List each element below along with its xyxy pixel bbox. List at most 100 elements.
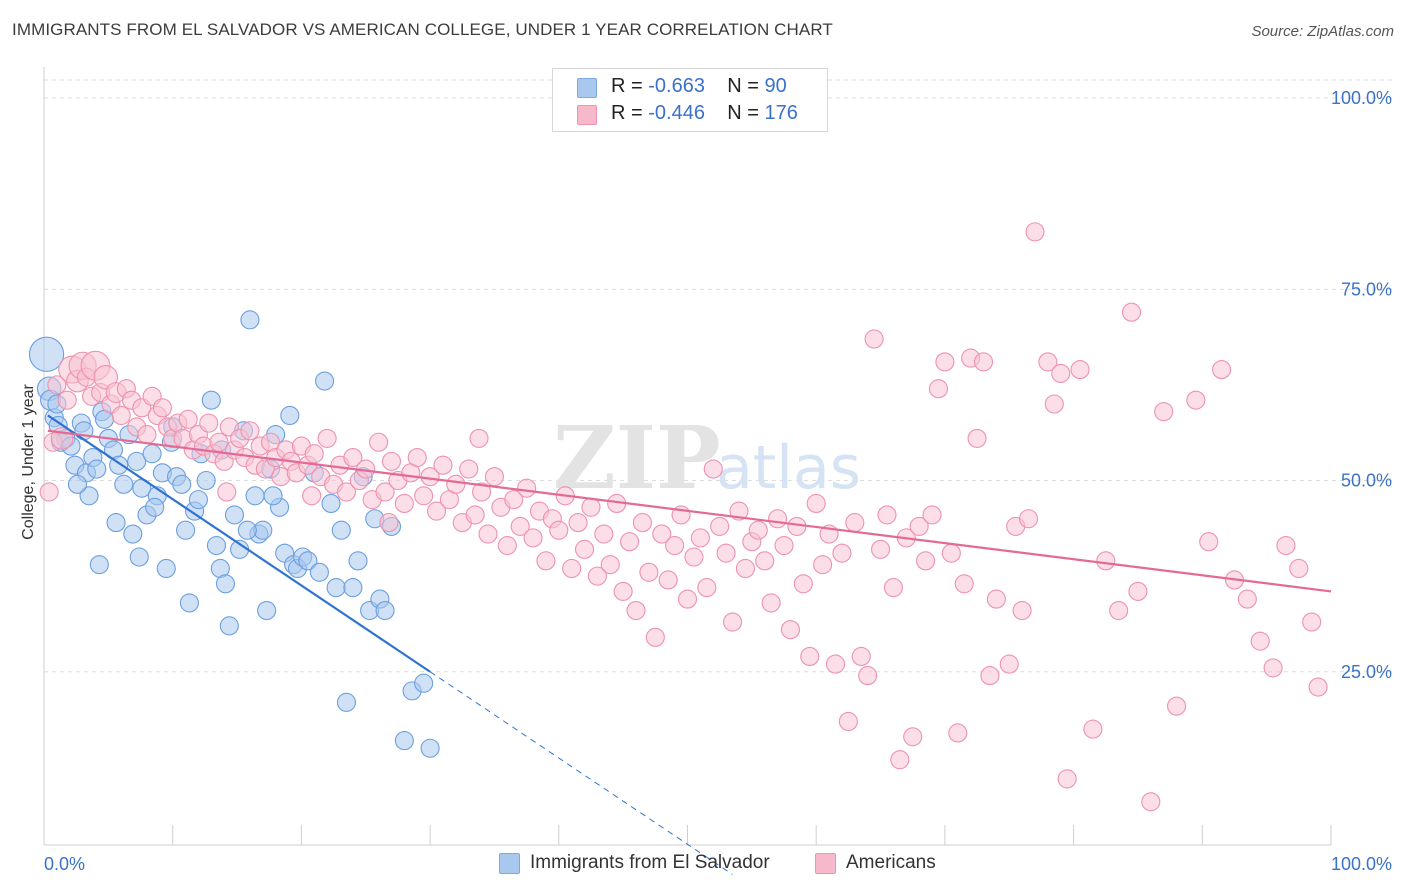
data-point [645,627,665,647]
data-point [703,459,723,479]
data-point [1302,612,1322,632]
data-point [1070,360,1090,380]
data-point [137,425,157,445]
data-point [1057,769,1077,789]
data-point [870,539,891,559]
data-point [484,467,505,487]
data-point [523,528,543,548]
data-point [735,558,755,579]
data-point [864,329,884,349]
pink-swatch [577,105,597,125]
y-tick-label: 100.0% [1331,88,1392,108]
data-point [343,447,363,468]
legend-label: Immigrants from El Salvador [530,852,770,873]
data-point [47,375,67,395]
n-label: N = [727,102,759,124]
data-point [1308,677,1328,697]
data-point [690,528,710,548]
data-point [665,535,685,556]
data-point [581,497,601,517]
data-point [336,692,356,712]
data-point [729,501,749,521]
data-point [1263,658,1283,678]
stats-legend: R = -0.663 N = 90 R = -0.446 N = 176 [552,68,828,132]
data-point [152,398,172,418]
data-point [858,666,878,686]
data-point [1012,600,1032,621]
data-point [263,486,283,506]
data-point [845,513,865,533]
r-value: -0.663 [648,75,705,97]
data-point [504,490,524,510]
blue-swatch [499,853,520,874]
data-point [79,486,99,506]
data-point [755,551,775,571]
data-point [1025,222,1045,242]
data-point [433,455,453,475]
data-point [838,711,858,732]
data-point [632,513,653,533]
data-point [748,520,768,540]
watermark-zip: ZIP [553,408,721,509]
data-point [1276,535,1296,556]
data-point [980,666,1000,686]
data-point [394,493,414,514]
data-point [237,520,257,540]
data-point [999,654,1019,674]
data-point [793,574,813,594]
data-point [129,547,149,567]
axis-labels: 100.0% 75.0% 50.0% 25.0% 0.0% 100.0% College, … [20,88,1392,874]
data-point [922,505,942,525]
data-point [257,600,277,621]
n-label: N = [727,75,759,97]
data-point [315,371,335,391]
data-point [928,379,949,399]
data-point [145,497,165,517]
data-point [1186,390,1206,410]
data-point [206,535,227,556]
data-point [716,543,736,563]
data-point [348,551,368,571]
data-point [245,486,265,506]
data-point [375,482,395,502]
data-point [472,482,492,502]
x-tick-label: 0.0% [44,854,85,874]
data-point [217,482,237,502]
data-point [201,390,221,410]
data-point [1167,696,1187,716]
data-point [620,532,640,552]
data-point [851,646,871,667]
data-point [176,520,196,540]
data-point [1038,352,1058,372]
data-point [562,558,582,579]
data-point [331,520,351,540]
trend-line-extension [429,671,733,875]
data-point [916,551,936,571]
watermark-atlas: atlas [716,433,861,503]
axes [43,67,1332,846]
data-point [536,551,556,571]
data-point [587,566,607,586]
data-point [774,535,794,556]
blue-swatch [577,78,597,98]
data-point [1212,360,1232,380]
r-label: R = [611,75,643,97]
data-point [280,405,300,426]
data-point [832,543,852,563]
data-point [935,352,955,372]
trend-lines [47,414,1332,875]
data-point [219,616,239,636]
data-point [806,493,826,514]
data-point [710,516,730,536]
data-point [658,570,678,590]
data-point [639,562,659,582]
source-label: Source: ZipAtlas.com [1251,23,1394,40]
r-label: R = [611,102,643,124]
y-tick-label: 75.0% [1341,279,1392,299]
data-point [497,535,517,556]
data-point [825,654,846,674]
data-point [1121,302,1142,322]
gridlines [44,79,1392,673]
data-point [178,409,198,429]
n-value: 90 [764,75,787,97]
